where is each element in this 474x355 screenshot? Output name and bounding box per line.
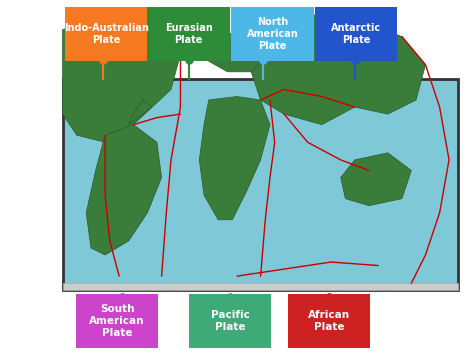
- Text: Eurasian
Plate: Eurasian Plate: [165, 23, 212, 45]
- Polygon shape: [86, 125, 162, 255]
- Text: South
American
Plate: South American Plate: [89, 305, 145, 338]
- FancyBboxPatch shape: [315, 7, 397, 61]
- Polygon shape: [341, 153, 411, 206]
- FancyBboxPatch shape: [288, 294, 370, 348]
- FancyBboxPatch shape: [231, 7, 314, 61]
- Text: African
Plate: African Plate: [308, 310, 350, 332]
- Polygon shape: [133, 12, 176, 37]
- Polygon shape: [128, 100, 152, 125]
- Polygon shape: [199, 97, 270, 220]
- Polygon shape: [63, 283, 458, 290]
- Text: Pacific
Plate: Pacific Plate: [211, 310, 250, 332]
- Text: Indo-Australian
Plate: Indo-Australian Plate: [64, 23, 149, 45]
- Text: North
American
Plate: North American Plate: [246, 17, 299, 50]
- FancyBboxPatch shape: [76, 294, 158, 348]
- FancyBboxPatch shape: [65, 7, 147, 61]
- FancyBboxPatch shape: [189, 294, 272, 348]
- FancyBboxPatch shape: [63, 79, 458, 290]
- Polygon shape: [209, 29, 270, 72]
- Polygon shape: [63, 19, 181, 142]
- Polygon shape: [237, 12, 426, 125]
- Text: Antarctic
Plate: Antarctic Plate: [331, 23, 381, 45]
- FancyBboxPatch shape: [147, 7, 230, 61]
